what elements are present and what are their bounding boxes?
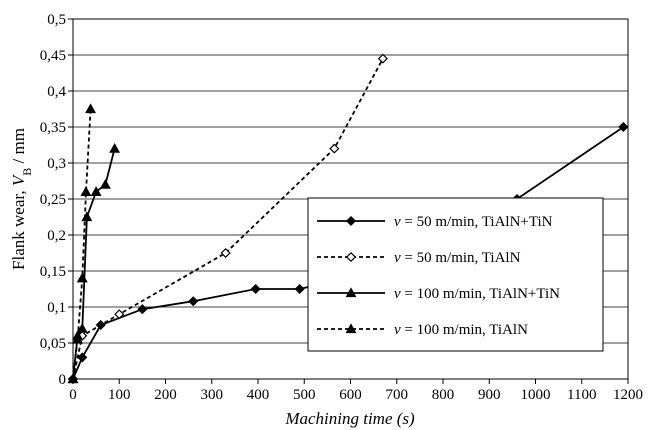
data-point	[77, 352, 88, 363]
data-point	[85, 103, 97, 114]
legend-box	[307, 197, 604, 352]
x-axis-title: Machining time (s)	[284, 409, 415, 428]
y-tick-label: 0,15	[40, 264, 66, 280]
legend-label: v = 50 m/min, TiAlN+TiN	[394, 214, 553, 230]
x-tick-label: 100	[108, 387, 131, 403]
x-tick-label: 1200	[613, 387, 643, 403]
x-tick-label: 400	[247, 387, 270, 403]
y-axis-title: Flank wear, VB / mm	[9, 128, 34, 270]
data-point	[109, 142, 121, 153]
legend-item-1: v = 50 m/min, TiAlN+TiN	[317, 214, 553, 230]
y-tick-labels: 0 0,05 0,1 0,15 0,2 0,25 0,3 0,35 0,4 0,45 0,5	[40, 12, 67, 388]
legend-item-2: v = 50 m/min, TiAlN	[317, 250, 521, 266]
x-tick-label: 1000	[521, 387, 551, 403]
data-point	[76, 272, 88, 283]
x-tick-label: 800	[432, 387, 455, 403]
data-point	[294, 283, 305, 295]
data-point	[250, 283, 261, 295]
data-point	[220, 247, 231, 259]
legend-label: v = 50 m/min, TiAlN	[394, 250, 521, 266]
data-point	[377, 53, 388, 64]
data-point	[114, 309, 125, 320]
data-point	[329, 143, 340, 154]
legend-label: v = 100 m/min, TiAlN+TiN	[394, 286, 560, 302]
y-tick-label: 0,4	[47, 84, 66, 100]
y-tick-label: 0,1	[47, 300, 66, 316]
data-point	[137, 304, 148, 315]
data-point	[80, 186, 92, 196]
data-point	[72, 333, 84, 344]
y-tick-label: 0	[59, 372, 67, 388]
x-tick-label: 700	[386, 387, 409, 403]
x-tick-label: 500	[293, 387, 316, 403]
data-point	[345, 323, 357, 334]
x-tick-label: 1100	[567, 387, 596, 403]
series-4	[67, 103, 97, 384]
y-tick-label: 0,05	[40, 336, 66, 352]
y-tick-label: 0,2	[47, 228, 66, 244]
x-tick-label: 900	[478, 387, 501, 403]
data-point	[99, 178, 111, 189]
x-tick-label: 300	[201, 387, 224, 403]
x-tick-label: 600	[339, 387, 362, 403]
y-tick-label: 0,45	[40, 48, 66, 64]
legend-items: v = 50 m/min, TiAlN+TiN v = 50 m/min, TiA…	[317, 214, 560, 338]
data-point	[76, 322, 88, 333]
legend-item-4: v = 100 m/min, TiAlN	[317, 322, 528, 338]
x-tick-label: 200	[154, 387, 177, 403]
data-point	[345, 287, 357, 298]
legend-label: v = 100 m/min, TiAlN	[394, 322, 528, 338]
legend: v = 50 m/min, TiAlN+TiN v = 50 m/min, TiA…	[307, 197, 604, 352]
data-point	[188, 296, 199, 307]
y-tick-label: 0,5	[47, 12, 66, 28]
y-tick-label: 0,3	[47, 156, 66, 172]
y-tick-label: 0,35	[40, 120, 66, 136]
x-tick-labels: 0 100 200 300 400 500 600 700 800 900 1000 1100 1200	[69, 387, 643, 403]
data-point	[345, 215, 357, 227]
y-tick-label: 0,25	[40, 192, 66, 208]
data-point	[90, 186, 102, 196]
data-point	[618, 121, 629, 133]
legend-item-3: v = 100 m/min, TiAlN+TiN	[317, 286, 560, 302]
data-point	[345, 251, 357, 263]
data-point	[67, 373, 79, 384]
x-tick-label: 0	[69, 387, 77, 403]
